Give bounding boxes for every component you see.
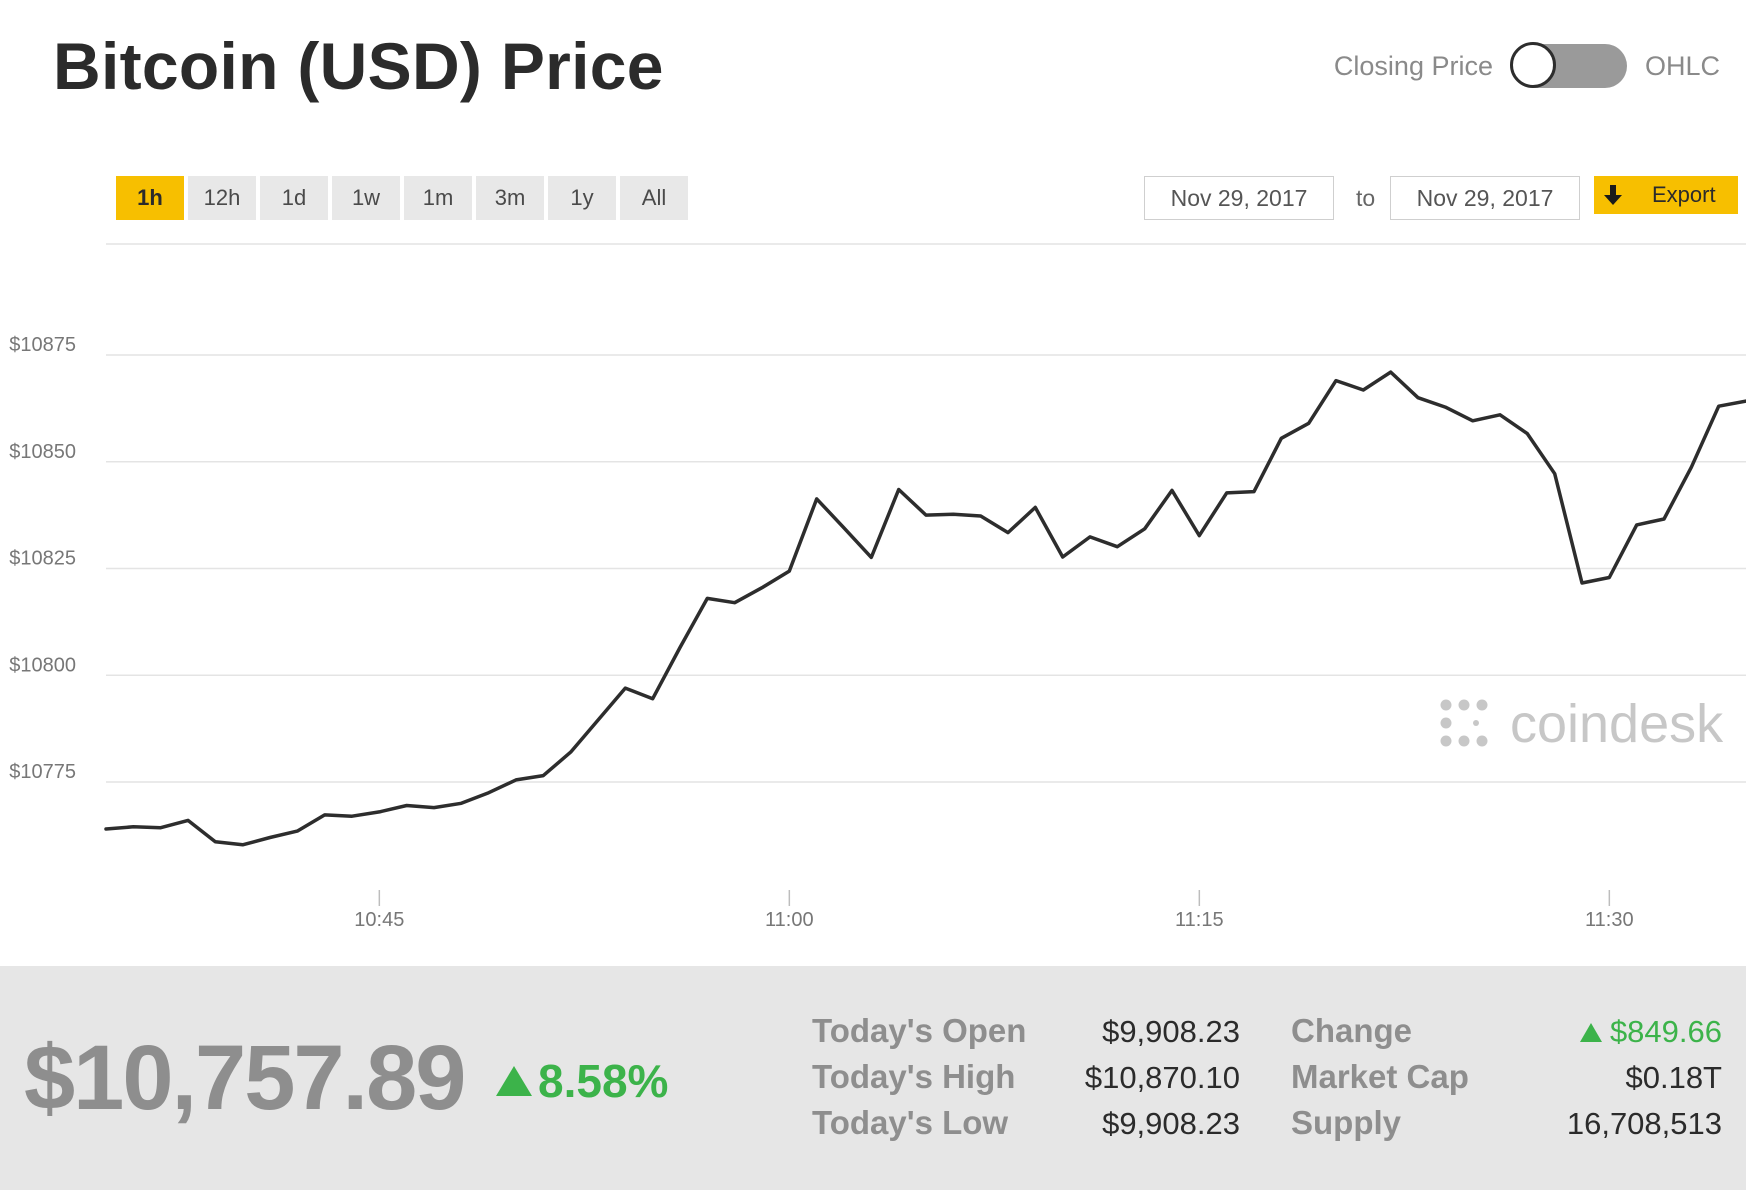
x-tick-label: 10:45 xyxy=(354,909,404,931)
range-button-1d[interactable]: 1d xyxy=(260,176,328,220)
export-button[interactable]: Export xyxy=(1594,176,1738,214)
change-amount: $849.66 xyxy=(1609,1014,1722,1049)
supply-value: 16,708,513 xyxy=(1566,1106,1722,1141)
change-percent-value: 8.58% xyxy=(538,1055,669,1107)
range-button-1m[interactable]: 1m xyxy=(404,176,472,220)
date-range-to-label: to xyxy=(1356,185,1376,211)
x-tick-label: 11:00 xyxy=(765,909,814,931)
date-from-input[interactable]: Nov 29, 2017 xyxy=(1144,176,1334,220)
x-axis: 10:45 11:00 11:15 11:30 xyxy=(354,890,1634,931)
todays-high-label: Today's High xyxy=(812,1058,1016,1095)
todays-low-value: $9,908.23 xyxy=(1102,1106,1240,1141)
change-label: Change xyxy=(1291,1012,1413,1049)
price-chart: $10875 $10850 $10825 $10800 $10775 10:45 11:0… xyxy=(9,243,1746,931)
closing-price-label: Closing Price xyxy=(1333,50,1493,81)
range-button-1w[interactable]: 1w xyxy=(332,176,400,220)
y-tick-label: $10875 xyxy=(9,334,76,356)
range-selector: 1h 12h 1d 1w 1m 3m 1y All xyxy=(116,176,688,220)
change-percent: 8.58% xyxy=(496,1054,668,1108)
y-tick-label: $10800 xyxy=(9,654,76,676)
todays-high-value: $10,870.10 xyxy=(1084,1060,1240,1095)
y-tick-label: $10775 xyxy=(9,761,76,783)
x-tick-label: 11:30 xyxy=(1585,909,1634,931)
x-tick-label: 11:15 xyxy=(1175,909,1224,931)
todays-open-label: Today's Open xyxy=(812,1012,1027,1049)
current-price: $10,757.89 xyxy=(24,1027,466,1129)
download-arrow-icon xyxy=(1594,176,1632,214)
coindesk-watermark: coindesk xyxy=(1440,694,1724,754)
range-button-1h[interactable]: 1h xyxy=(116,176,184,220)
range-button-12h[interactable]: 12h xyxy=(188,176,256,220)
y-tick-label: $10850 xyxy=(9,441,76,463)
market-cap-value: $0.18T xyxy=(1625,1060,1722,1095)
export-label: Export xyxy=(1652,182,1716,207)
todays-open-value: $9,908.23 xyxy=(1102,1014,1240,1049)
range-button-3m[interactable]: 3m xyxy=(476,176,544,220)
price-mode-toggle[interactable] xyxy=(1509,42,1627,88)
page-title: Bitcoin (USD) Price xyxy=(53,29,664,103)
price-series-line xyxy=(104,370,1746,847)
price-mode-toggle-group: Closing Price OHLC xyxy=(1333,42,1720,88)
triangle-up-icon xyxy=(496,1066,532,1096)
toggle-knob[interactable] xyxy=(1509,42,1556,88)
change-value: $849.66 xyxy=(1460,1014,1722,1050)
coindesk-watermark-text: coindesk xyxy=(1510,694,1724,754)
supply-label: Supply xyxy=(1291,1104,1402,1141)
range-button-1y[interactable]: 1y xyxy=(548,176,616,220)
stats-panel: $10,757.89 8.58% Today's Open $9,908.23 … xyxy=(0,966,1746,1190)
y-axis-labels: $10875 $10850 $10825 $10800 $10775 xyxy=(9,334,76,783)
y-tick-label: $10825 xyxy=(9,548,76,570)
triangle-up-icon xyxy=(1579,1022,1602,1042)
range-button-all[interactable]: All xyxy=(620,176,688,220)
coindesk-logo-icon xyxy=(1440,699,1488,747)
grid-lines xyxy=(106,354,1746,783)
date-to-input[interactable]: Nov 29, 2017 xyxy=(1390,176,1580,220)
market-cap-label: Market Cap xyxy=(1291,1058,1469,1095)
todays-low-label: Today's Low xyxy=(812,1104,1009,1141)
ohlc-label: OHLC xyxy=(1644,50,1720,81)
